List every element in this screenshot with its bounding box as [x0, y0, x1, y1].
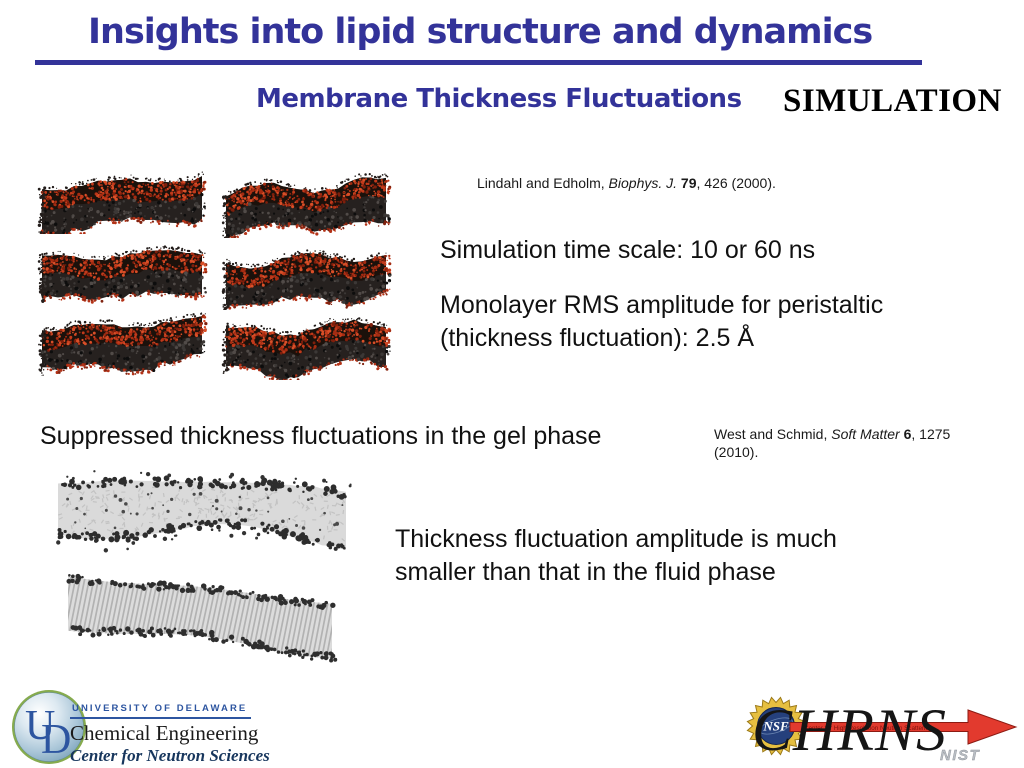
bilayer-snapshot [221, 249, 392, 310]
gel-phase-heading: Suppressed thickness fluctuations in the… [40, 422, 602, 450]
ud-sphere-icon: U D [12, 690, 86, 764]
thickness-amplitude-text: Thickness fluctuation amplitude is much … [395, 525, 837, 586]
slide-subtitle: Membrane Thickness Fluctuations [256, 84, 742, 114]
citation-authors: Lindahl and Edholm, [477, 175, 609, 191]
citation-journal: Biophys. J. [608, 175, 678, 191]
center-name: Center for Neutron Sciences [70, 746, 270, 765]
bilayer-snapshot [37, 245, 208, 304]
citation-authors: West and Schmid, [714, 426, 832, 442]
simulation-label: SIMULATION [783, 83, 1002, 119]
bilayer-snapshot [221, 317, 392, 380]
simulation-time-text: Simulation time scale: 10 or 60 ns [440, 236, 816, 264]
department-name: Chemical Engineering [70, 721, 259, 745]
ud-monogram-u: U [25, 703, 55, 749]
ud-footer-logo: U D UNIVERSITY OF DELAWARE Chemical Engi… [8, 684, 298, 768]
citation-west: West and Schmid, Soft Matter 6, 1275 (20… [714, 426, 979, 462]
bilayer-snapshot [221, 173, 392, 238]
nist-label: NIST [940, 747, 981, 764]
slide-title: Insights into lipid structure and dynami… [88, 12, 873, 52]
chrns-acronym: CHRNS [752, 697, 947, 763]
gel-phase-figure [56, 470, 352, 663]
citation-pages: , 1275 (2010). [714, 426, 951, 460]
nsf-logo-icon: NSF [746, 696, 806, 756]
bilayer-snapshot [38, 312, 208, 376]
ud-sphere-body [14, 692, 84, 762]
university-name: UNIVERSITY OF DELAWARE [70, 703, 252, 719]
nsf-label: NSF [762, 719, 789, 734]
citation-volume: 79 [677, 175, 697, 191]
monolayer-amplitude-text: Monolayer RMS amplitude for peristaltic … [440, 291, 884, 352]
citation-pages: , 426 (2000). [696, 175, 776, 191]
bilayer-snapshot-grid [36, 162, 408, 380]
ud-monogram-d: D [41, 717, 71, 763]
chrns-footer-logo: NSF Center for High Resolution Neutron S… [746, 696, 1018, 764]
title-underline [35, 60, 922, 65]
citation-lindahl: Lindahl and Edholm, Biophys. J. 79, 426 … [477, 175, 797, 193]
chrns-tagline: Center for High Resolution Neutron Scatt… [804, 725, 933, 732]
citation-journal: Soft Matter [831, 426, 900, 442]
citation-volume: 6 [899, 426, 912, 442]
bilayer-snapshot [37, 171, 207, 234]
chrns-arrow-icon [789, 709, 1018, 745]
